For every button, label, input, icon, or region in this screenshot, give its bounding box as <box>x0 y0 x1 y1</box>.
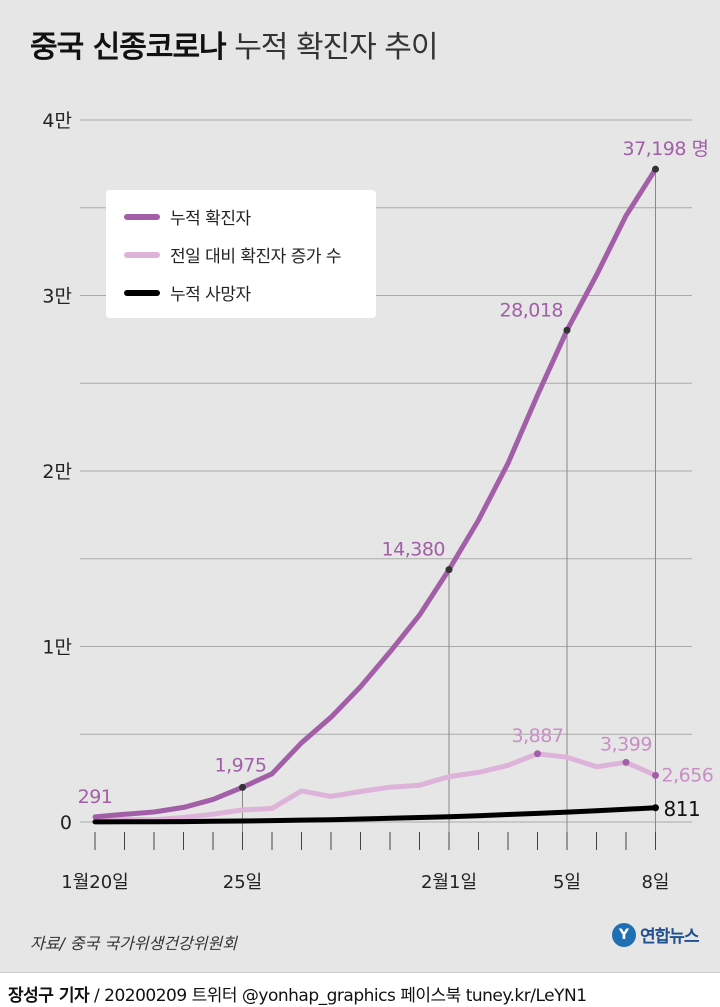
data-label-confirmed: 28,018 <box>500 299 563 321</box>
data-point-deaths <box>652 804 659 812</box>
footer-credits: / 20200209 트위터 @yonhap_graphics 페이스북 tun… <box>89 986 587 1006</box>
x-tick-label: 8일 <box>641 872 669 893</box>
data-label-confirmed: 14,380 <box>382 539 445 561</box>
data-point-daily_increase <box>622 758 630 766</box>
data-point-daily_increase <box>534 750 541 758</box>
legend-item-confirmed: 누적 확진자 <box>124 204 251 229</box>
legend: 누적 확진자 전일 대비 확진자 증가 수 누적 사망자 <box>106 190 376 318</box>
x-tick-label: 25일 <box>223 872 262 893</box>
footer: 장성구 기자 / 20200209 트위터 @yonhap_graphics 페… <box>0 972 720 1007</box>
y-tick-label: 3만 <box>42 286 72 308</box>
yonhap-logo-icon: Y <box>612 922 636 947</box>
data-point-confirmed <box>563 326 571 334</box>
x-tick-label: 2월1일 <box>421 872 477 893</box>
legend-item-daily: 전일 대비 확진자 증가 수 <box>124 242 342 267</box>
source-note: 자료/ 중국 국가위생건강위원회 <box>30 934 237 953</box>
legend-swatch-daily <box>124 251 160 258</box>
y-tick-label: 4만 <box>42 110 72 132</box>
data-point-daily_increase <box>652 771 659 779</box>
legend-label-confirmed: 누적 확진자 <box>170 209 251 229</box>
legend-swatch-deaths <box>124 289 160 296</box>
yonhap-logo: Y 연합뉴스 <box>612 922 700 947</box>
data-label-confirmed: 291 <box>78 786 113 808</box>
data-label-daily_increase: 2,656 <box>662 764 714 786</box>
data-label-confirmed: 37,198 명 <box>622 138 708 160</box>
data-point-confirmed <box>445 566 453 574</box>
legend-label-daily: 전일 대비 확진자 증가 수 <box>170 247 342 267</box>
footer-author: 장성구 기자 <box>8 986 90 1006</box>
yonhap-logo-text: 연합뉴스 <box>640 927 700 947</box>
data-label-deaths: 811 <box>664 797 701 821</box>
data-label-daily_increase: 3,887 <box>512 725 564 747</box>
y-tick-label: 0 <box>60 812 72 834</box>
x-tick-label: 1월20일 <box>61 872 128 893</box>
series-line-daily_increase <box>92 751 658 824</box>
series-line-confirmed <box>92 166 658 820</box>
data-label-confirmed: 1,975 <box>215 754 267 776</box>
x-tick-label: 5일 <box>553 872 581 893</box>
y-tick-label: 2만 <box>42 461 72 483</box>
data-point-confirmed <box>239 783 246 791</box>
title-bold: 중국 신종코로나 <box>30 30 227 65</box>
footer-text: 장성구 기자 / 20200209 트위터 @yonhap_graphics 페… <box>8 981 587 1006</box>
legend-label-deaths: 누적 사망자 <box>170 285 251 305</box>
data-label-daily_increase: 3,399 <box>600 733 652 755</box>
title-light: 누적 확진자 추이 <box>234 30 438 65</box>
legend-swatch-confirmed <box>124 213 160 220</box>
legend-item-deaths: 누적 사망자 <box>124 280 251 305</box>
y-tick-label: 1만 <box>42 637 72 659</box>
series-line-deaths <box>92 805 658 825</box>
page-title: 중국 신종코로나 누적 확진자 추이 <box>30 22 438 66</box>
data-point-confirmed <box>652 165 659 173</box>
